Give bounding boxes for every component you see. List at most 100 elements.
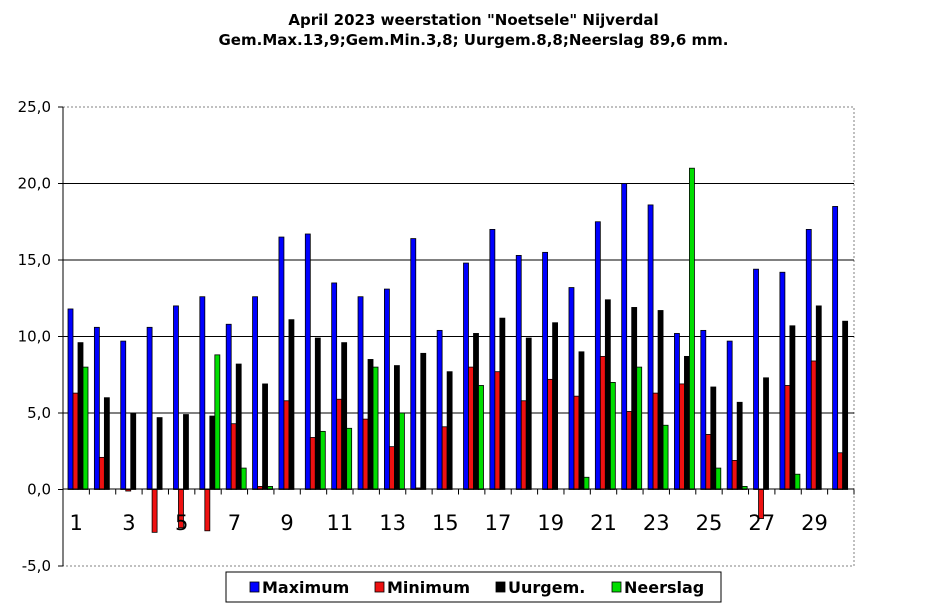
bar-minimum-day-16 [468,366,474,490]
bar-neerslag-day-20 [583,476,590,490]
bar-uurgem-day-9 [288,319,295,490]
bar-maximum-day-15 [436,329,443,490]
bar-neerslag-day-21 [609,381,616,490]
bar-maximum-day-6 [199,296,206,490]
bar-minimum-day-29 [810,360,817,490]
bar-uurgem-day-12 [367,359,374,490]
bar-minimum-day-21 [599,355,606,490]
bar-maximum-day-20 [568,287,575,490]
bar-uurgem-day-7 [235,363,242,490]
bar-maximum-day-12 [357,296,364,490]
bar-neerslag-day-24 [689,167,695,490]
bar-uurgem-day-30 [842,320,849,490]
bar-minimum-day-3 [125,489,132,492]
bar-maximum-day-3 [120,340,127,490]
bar-minimum-day-23 [652,392,659,490]
bar-maximum-day-17 [489,228,496,490]
bar-maximum-day-5 [173,305,179,490]
x-tick-label: 1 [69,511,82,535]
bar-maximum-day-18 [515,255,522,490]
bar-neerslag-day-28 [794,473,801,490]
bar-minimum-day-20 [573,395,580,490]
bar-maximum-day-14 [410,238,417,490]
x-tick-label: 23 [643,511,670,535]
bar-uurgem-day-8 [262,383,268,490]
bar-neerslag-day-16 [478,385,484,490]
bar-maximum-day-26 [726,340,733,490]
bar-neerslag-day-23 [662,424,669,490]
x-tick-label: 7 [228,511,241,535]
bar-neerslag-day-7 [240,467,247,490]
bar-maximum-day-4 [146,326,153,490]
bar-uurgem-day-23 [657,310,664,490]
bar-neerslag-day-22 [636,366,643,490]
legend-swatch [611,581,622,593]
bar-maximum-day-27 [753,268,759,490]
bar-neerslag-day-13 [398,412,405,490]
legend-label: Uurgem. [508,578,585,597]
bar-maximum-day-25 [700,329,707,490]
x-tick-label: 27 [748,511,775,535]
bar-uurgem-day-26 [736,401,743,490]
bar-neerslag-day-1 [82,366,89,490]
bar-minimum-day-25 [705,434,712,490]
bar-minimum-day-12 [362,418,369,490]
bar-maximum-day-30 [832,206,839,490]
bar-neerslag-day-11 [346,427,353,490]
chart-subtitle: Gem.Max.13,9;Gem.Min.3,8; Uurgem.8,8;Nee… [218,31,729,49]
y-tick-label: 15,0 [18,251,51,269]
bar-minimum-day-9 [283,400,290,490]
bar-uurgem-day-10 [314,337,321,490]
bar-maximum-day-7 [225,323,232,490]
bar-minimum-day-22 [626,411,633,490]
bar-maximum-day-28 [779,271,786,490]
bar-neerslag-day-25 [715,467,722,490]
bar-minimum-day-15 [441,426,448,490]
bar-uurgem-day-18 [525,337,532,490]
bar-minimum-day-6 [204,489,211,532]
bar-uurgem-day-17 [499,317,506,490]
y-tick-label: 0,0 [27,481,51,499]
gridlines [63,183,854,414]
bar-minimum-day-13 [388,446,395,490]
bar-minimum-day-18 [520,400,527,490]
bar-minimum-day-30 [837,452,844,490]
bar-uurgem-day-21 [604,299,611,490]
y-tick-label: 10,0 [18,328,51,346]
bar-maximum-day-19 [542,251,548,490]
bar-maximum-day-21 [594,221,601,490]
y-tick-label: 20,0 [18,175,51,193]
bar-uurgem-day-1 [77,342,84,490]
y-axis-ticks: 25,0 20,0 15,0 10,0 5,0 0,0 -5,0 [18,98,63,575]
bar-uurgem-day-3 [130,412,137,490]
bar-maximum-day-22 [621,183,628,490]
bar-minimum-day-26 [731,460,738,490]
x-tick-label: 13 [379,511,406,535]
bar-maximum-day-8 [252,296,258,490]
bar-minimum-day-2 [98,456,105,490]
legend-box [225,571,722,603]
x-tick-label: 29 [801,511,828,535]
legend-label: Neerslag [624,578,704,597]
x-tick-label: 15 [432,511,459,535]
bar-minimum-day-7 [230,423,237,490]
bar-maximum-day-16 [463,262,469,490]
legend: Maximum Minimum Uurgem. Neerslag [225,571,722,603]
bar-maximum-day-23 [647,204,654,490]
bar-neerslag-day-10 [319,430,326,490]
bar-uurgem-day-20 [578,351,585,490]
bars [67,167,849,533]
bar-uurgem-day-15 [446,371,453,490]
legend-label: Minimum [387,578,470,597]
bar-minimum-day-24 [679,383,685,490]
bar-uurgem-day-19 [552,322,558,490]
chart-title: April 2023 weerstation "Noetsele" Nijver… [0,10,947,50]
chart-title-line1: April 2023 weerstation "Noetsele" Nijver… [288,11,659,29]
bar-minimum-day-10 [309,437,316,490]
bar-neerslag-day-6 [214,354,221,490]
y-tick-label: 25,0 [18,98,51,116]
bar-maximum-day-13 [383,288,390,490]
bar-uurgem-day-16 [473,333,479,490]
legend-swatch [495,581,506,593]
